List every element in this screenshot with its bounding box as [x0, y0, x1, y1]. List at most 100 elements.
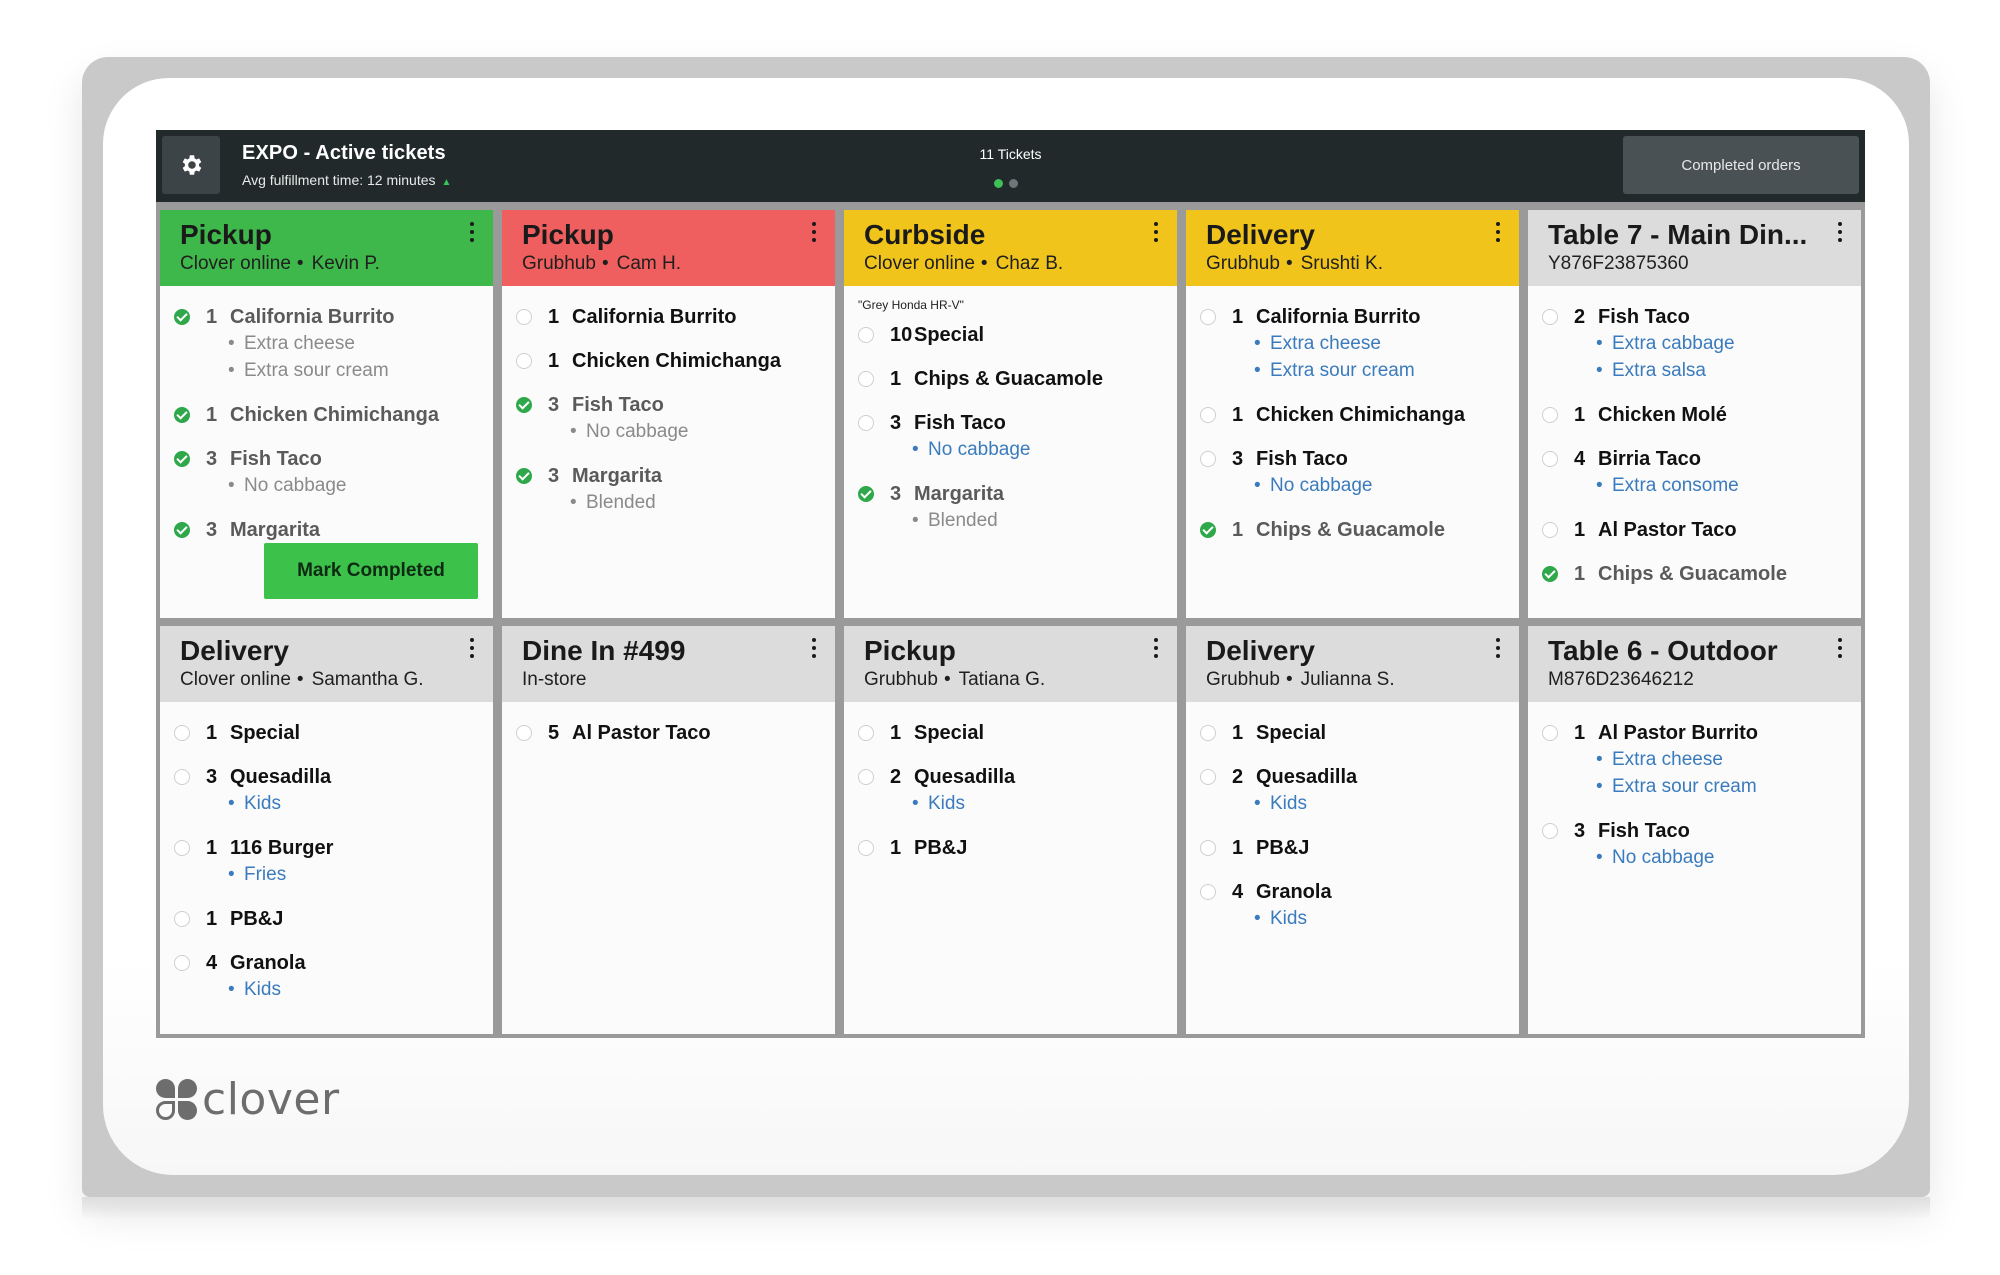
list-item[interactable]: 1 Chicken Chimichanga — [174, 402, 479, 428]
list-item[interactable]: 1 Chicken Chimichanga — [1200, 402, 1505, 428]
check-empty-icon[interactable] — [858, 415, 874, 431]
check-empty-icon[interactable] — [1542, 522, 1558, 538]
more-options-icon[interactable] — [1837, 638, 1843, 658]
ticket-card[interactable]: Table 6 - Outdoor M876D23646212 1 Al Pastor… — [1528, 626, 1861, 1034]
list-item[interactable]: 1 Chips & Guacamole — [1542, 561, 1847, 587]
list-item[interactable]: 1 California BurritoExtra cheeseExtra sou… — [174, 304, 479, 384]
check-empty-icon[interactable] — [1542, 725, 1558, 741]
check-empty-icon[interactable] — [1200, 884, 1216, 900]
check-empty-icon[interactable] — [1200, 769, 1216, 785]
list-item[interactable]: 3 Fish TacoNo cabbage — [1542, 818, 1847, 871]
list-item[interactable]: 1 Al Pastor BurritoExtra cheeseExtra sour… — [1542, 720, 1847, 800]
list-item[interactable]: 1 Special — [858, 720, 1163, 746]
check-empty-icon[interactable] — [516, 309, 532, 325]
list-item[interactable]: 2 Fish TacoExtra cabbageExtra salsa — [1542, 304, 1847, 384]
ticket-header[interactable]: Pickup Grubhub • Tatiana G. — [844, 626, 1177, 702]
list-item[interactable]: 3 Fish TacoNo cabbage — [1200, 446, 1505, 499]
ticket-card[interactable]: Delivery Clover online • Samantha G. 1 Specia… — [160, 626, 493, 1034]
ticket-card[interactable]: Pickup Clover online • Kevin P. 1 California … — [160, 210, 493, 618]
list-item[interactable]: 1 Special — [1200, 720, 1505, 746]
ticket-header[interactable]: Dine In #499 In-store — [502, 626, 835, 702]
list-item[interactable]: 1 Chicken Molé — [1542, 402, 1847, 428]
list-item[interactable]: 1 California Burrito — [516, 304, 821, 330]
more-options-icon[interactable] — [469, 638, 475, 658]
ticket-card[interactable]: Delivery Grubhub • Julianna S. 1 Special 2 Ques… — [1186, 626, 1519, 1034]
check-empty-icon[interactable] — [174, 911, 190, 927]
ticket-card[interactable]: Dine In #499 In-store 5 Al Pastor Taco — [502, 626, 835, 1034]
list-item[interactable]: 1 Chips & Guacamole — [1200, 517, 1505, 543]
list-item[interactable]: 3 Fish TacoNo cabbage — [858, 410, 1163, 463]
check-done-icon[interactable] — [1542, 566, 1558, 582]
ticket-card[interactable]: Pickup Grubhub • Cam H. 1 California Burrito 1… — [502, 210, 835, 618]
ticket-header[interactable]: Table 7 - Main Din... Y876F23875360 — [1528, 210, 1861, 286]
check-empty-icon[interactable] — [1542, 309, 1558, 325]
check-done-icon[interactable] — [1200, 522, 1216, 538]
more-options-icon[interactable] — [811, 638, 817, 658]
list-item[interactable]: 3 Fish TacoNo cabbage — [174, 446, 479, 499]
ticket-card[interactable]: Delivery Grubhub • Srushti K. 1 California Bu… — [1186, 210, 1519, 618]
more-options-icon[interactable] — [1153, 638, 1159, 658]
settings-button[interactable] — [162, 136, 220, 194]
list-item[interactable]: 3 Fish TacoNo cabbage — [516, 392, 821, 445]
list-item[interactable]: 10 Special — [858, 322, 1163, 348]
ticket-header[interactable]: Pickup Grubhub • Cam H. — [502, 210, 835, 286]
more-options-icon[interactable] — [1495, 638, 1501, 658]
check-done-icon[interactable] — [516, 468, 532, 484]
list-item[interactable]: 3 MargaritaBlended — [516, 463, 821, 516]
check-done-icon[interactable] — [174, 522, 190, 538]
check-empty-icon[interactable] — [516, 353, 532, 369]
check-empty-icon[interactable] — [174, 725, 190, 741]
list-item[interactable]: 2 QuesadillaKids — [1200, 764, 1505, 817]
list-item[interactable]: 1 PB&J — [174, 906, 479, 932]
check-empty-icon[interactable] — [1200, 309, 1216, 325]
more-options-icon[interactable] — [811, 222, 817, 242]
check-empty-icon[interactable] — [858, 840, 874, 856]
list-item[interactable]: 4 GranolaKids — [1200, 879, 1505, 932]
check-empty-icon[interactable] — [1542, 407, 1558, 423]
ticket-card[interactable]: Pickup Grubhub • Tatiana G. 1 Special 2 Quesadi… — [844, 626, 1177, 1034]
list-item[interactable]: 1 116 BurgerFries — [174, 835, 479, 888]
check-empty-icon[interactable] — [516, 725, 532, 741]
check-empty-icon[interactable] — [858, 725, 874, 741]
check-done-icon[interactable] — [174, 451, 190, 467]
ticket-header[interactable]: Curbside Clover online • Chaz B. — [844, 210, 1177, 286]
list-item[interactable]: 1 PB&J — [1200, 835, 1505, 861]
ticket-card[interactable]: Table 7 - Main Din... Y876F23875360 2 Fish … — [1528, 210, 1861, 618]
list-item[interactable]: 1 Chips & Guacamole — [858, 366, 1163, 392]
list-item[interactable]: 3 Margarita — [174, 517, 479, 543]
check-done-icon[interactable] — [174, 407, 190, 423]
ticket-header[interactable]: Delivery Clover online • Samantha G. — [160, 626, 493, 702]
page-dot-1[interactable] — [994, 179, 1003, 188]
check-empty-icon[interactable] — [174, 955, 190, 971]
check-empty-icon[interactable] — [858, 371, 874, 387]
list-item[interactable]: 3 MargaritaBlended — [858, 481, 1163, 534]
ticket-header[interactable]: Delivery Grubhub • Srushti K. — [1186, 210, 1519, 286]
completed-orders-button[interactable]: Completed orders — [1623, 136, 1859, 194]
list-item[interactable]: 1 California BurritoExtra cheeseExtra sou… — [1200, 304, 1505, 384]
check-empty-icon[interactable] — [858, 327, 874, 343]
list-item[interactable]: 4 Birria TacoExtra consome — [1542, 446, 1847, 499]
check-done-icon[interactable] — [516, 397, 532, 413]
check-empty-icon[interactable] — [1542, 823, 1558, 839]
page-dot-2[interactable] — [1009, 179, 1018, 188]
check-empty-icon[interactable] — [1200, 840, 1216, 856]
list-item[interactable]: 2 QuesadillaKids — [858, 764, 1163, 817]
check-empty-icon[interactable] — [858, 769, 874, 785]
list-item[interactable]: 1 PB&J — [858, 835, 1163, 861]
check-empty-icon[interactable] — [174, 840, 190, 856]
ticket-header[interactable]: Pickup Clover online • Kevin P. — [160, 210, 493, 286]
more-options-icon[interactable] — [1495, 222, 1501, 242]
list-item[interactable]: 3 QuesadillaKids — [174, 764, 479, 817]
list-item[interactable]: 1 Special — [174, 720, 479, 746]
ticket-header[interactable]: Table 6 - Outdoor M876D23646212 — [1528, 626, 1861, 702]
check-done-icon[interactable] — [174, 309, 190, 325]
check-done-icon[interactable] — [858, 486, 874, 502]
mark-completed-button[interactable]: Mark Completed — [264, 543, 478, 599]
check-empty-icon[interactable] — [1200, 725, 1216, 741]
more-options-icon[interactable] — [1153, 222, 1159, 242]
more-options-icon[interactable] — [1837, 222, 1843, 242]
list-item[interactable]: 1 Chicken Chimichanga — [516, 348, 821, 374]
more-options-icon[interactable] — [469, 222, 475, 242]
check-empty-icon[interactable] — [1542, 451, 1558, 467]
check-empty-icon[interactable] — [1200, 407, 1216, 423]
